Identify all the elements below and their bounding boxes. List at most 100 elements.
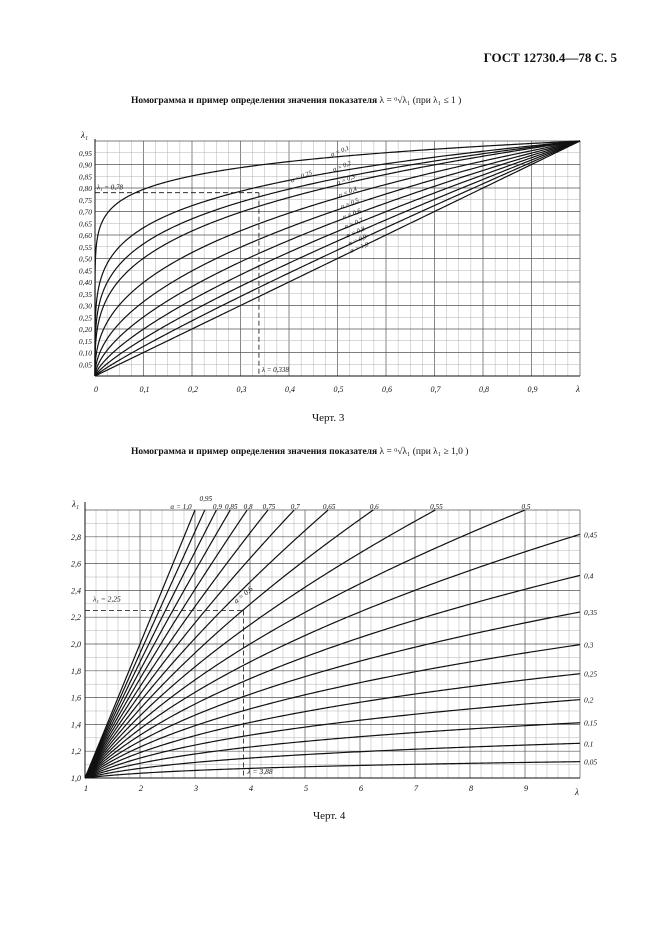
chart3-caption: Черт. 3 xyxy=(312,412,345,424)
curve-0-1 xyxy=(94,140,581,376)
curve-0-8 xyxy=(94,140,581,377)
curve-0-9 xyxy=(84,509,217,779)
curve-0-1 xyxy=(84,742,581,779)
y-tick-label: 0,80 xyxy=(79,184,92,193)
y-tick-label: 0,65 xyxy=(79,219,92,228)
curve-0-6 xyxy=(94,140,581,376)
y-tick-label: 1,6 xyxy=(71,694,81,703)
chart4-curves xyxy=(84,509,581,779)
curve-0-65 xyxy=(84,509,329,779)
y-tick-label: 0,70 xyxy=(79,208,92,217)
curve-1 xyxy=(84,509,196,779)
x-tick-label: 2 xyxy=(139,783,144,793)
example-x-label: λ = 3,88 xyxy=(246,767,272,776)
curve-0-4 xyxy=(94,140,581,376)
chart4-labels: 1,0 1,2 1,4 1,6 1,8 2,0 2,2 2,4 2,6 2,8 1 2 3 4 5 6 7 8 9 λ… xyxy=(71,495,597,797)
chart4-formula: λ = ᵅ√λ₁ (при λ₁ ≥ 1,0 ) xyxy=(379,447,469,457)
curve-0-3 xyxy=(84,644,581,779)
curve-label-right: 0,05 xyxy=(584,758,597,767)
curve-label-top: 0,65 xyxy=(323,503,336,511)
x-tick-label: 6 xyxy=(359,783,364,793)
y-tick-label: 0,40 xyxy=(79,278,92,287)
x-tick-label: 9 xyxy=(524,783,529,793)
y-tick-label: 0,90 xyxy=(79,161,92,170)
x-tick-label: 0,5 xyxy=(334,385,344,394)
x-tick-label: 8 xyxy=(469,783,474,793)
curve-0-7 xyxy=(94,140,581,377)
chart4-title-text: Номограмма и пример определения значения… xyxy=(131,447,378,457)
curve-0-4 xyxy=(84,574,581,779)
curve-label-top: 0,5 xyxy=(522,503,531,511)
curve-label-top: 0,55 xyxy=(430,503,443,511)
chart3-example-lines xyxy=(95,192,260,376)
chart3-grid xyxy=(94,139,581,377)
curve-label-top: 0,75 xyxy=(263,503,276,511)
y-tick-label: 2,0 xyxy=(71,640,81,649)
curve-label-top: 0,9 xyxy=(213,503,222,511)
curve-0-85 xyxy=(84,509,231,779)
curve-label-right: 0,2 xyxy=(584,696,594,705)
curve-label-right: 0,3 xyxy=(584,641,594,650)
nomogram-chart-3: 0,050,100,150,200,250,300,350,400,450,50… xyxy=(79,130,581,394)
curve-label-top: 0,6 xyxy=(370,503,379,511)
curve-label-right: 0,45 xyxy=(584,530,597,539)
y-axis-label: λ₁ xyxy=(80,130,88,140)
curve-label-top: 0,8 xyxy=(244,503,253,511)
curve-0-5 xyxy=(84,509,526,779)
curve-0-75 xyxy=(84,509,269,779)
curve-label-top: 0,7 xyxy=(291,503,300,511)
curve-0-9 xyxy=(94,140,581,377)
y-tick-label: 0,85 xyxy=(79,172,92,181)
chart3-title: Номограмма и пример определения значения… xyxy=(131,96,461,106)
curve-label-top: 0,95 xyxy=(200,495,213,503)
y-tick-label: 1,0 xyxy=(71,774,81,783)
y-tick-label: 0,25 xyxy=(79,313,92,322)
curve-label-right: 0,25 xyxy=(584,670,597,679)
curve-label: α = 0,3 xyxy=(336,173,357,187)
y-axis-label: λ₁ xyxy=(71,499,79,509)
x-tick-label: 0,4 xyxy=(285,385,295,394)
x-tick-label: 5 xyxy=(304,783,308,793)
y-tick-label: 0,75 xyxy=(79,196,92,205)
y-tick-label: 0,10 xyxy=(79,349,92,358)
example-y-label: λ₁ = 0,78 xyxy=(96,184,123,192)
curve-0-15 xyxy=(84,722,581,779)
curve-label-top: α = 1,0 xyxy=(170,503,192,511)
curve-label-right: 0,35 xyxy=(584,608,597,617)
chart3-title-text: Номограмма и пример определения значения… xyxy=(131,96,378,106)
y-tick-label: 0,30 xyxy=(79,302,92,311)
y-tick-label: 2,8 xyxy=(71,533,81,542)
y-tick-label: 0,05 xyxy=(79,360,92,369)
chart4-title: Номограмма и пример определения значения… xyxy=(131,447,468,457)
curve-0-05 xyxy=(84,761,581,779)
x-axis-label: λ xyxy=(575,384,580,394)
curve-0-25 xyxy=(84,673,581,779)
x-tick-label: 0,2 xyxy=(188,385,198,394)
curve-0-55 xyxy=(84,509,436,779)
x-tick-label: 0,9 xyxy=(528,385,538,394)
curve-label-right: 0,15 xyxy=(584,719,597,728)
chart4-example-lines xyxy=(85,610,244,778)
x-tick-label: 0,8 xyxy=(479,385,489,394)
x-tick-label: 0,3 xyxy=(237,385,247,394)
y-tick-label: 0,55 xyxy=(79,243,92,252)
curve-label-right: 0,4 xyxy=(584,571,594,580)
chart3-formula: λ = ᵅ√λ₁ (при λ₁ ≤ 1 ) xyxy=(379,96,462,106)
y-tick-label: 0,50 xyxy=(79,255,92,264)
chart4-grid xyxy=(84,502,581,779)
curve-0-25 xyxy=(94,140,581,376)
example-alpha-label: α = 0,6 xyxy=(232,584,255,605)
y-tick-label: 2,2 xyxy=(71,613,81,622)
y-tick-label: 1,4 xyxy=(71,720,81,729)
y-tick-label: 0,60 xyxy=(79,231,92,240)
x-tick-label: 1 xyxy=(84,783,88,793)
curve-0-5 xyxy=(94,140,581,376)
y-tick-label: 0,20 xyxy=(79,325,92,334)
x-tick-label: 0,7 xyxy=(431,385,442,394)
x-tick-label: 0 xyxy=(94,385,98,394)
y-tick-label: 1,2 xyxy=(71,747,81,756)
y-tick-label: 2,4 xyxy=(71,586,81,595)
example-y-label: λ₁ = 2,25 xyxy=(92,595,121,604)
curve-0-8 xyxy=(84,509,248,779)
chart4-caption: Черт. 4 xyxy=(313,810,346,822)
